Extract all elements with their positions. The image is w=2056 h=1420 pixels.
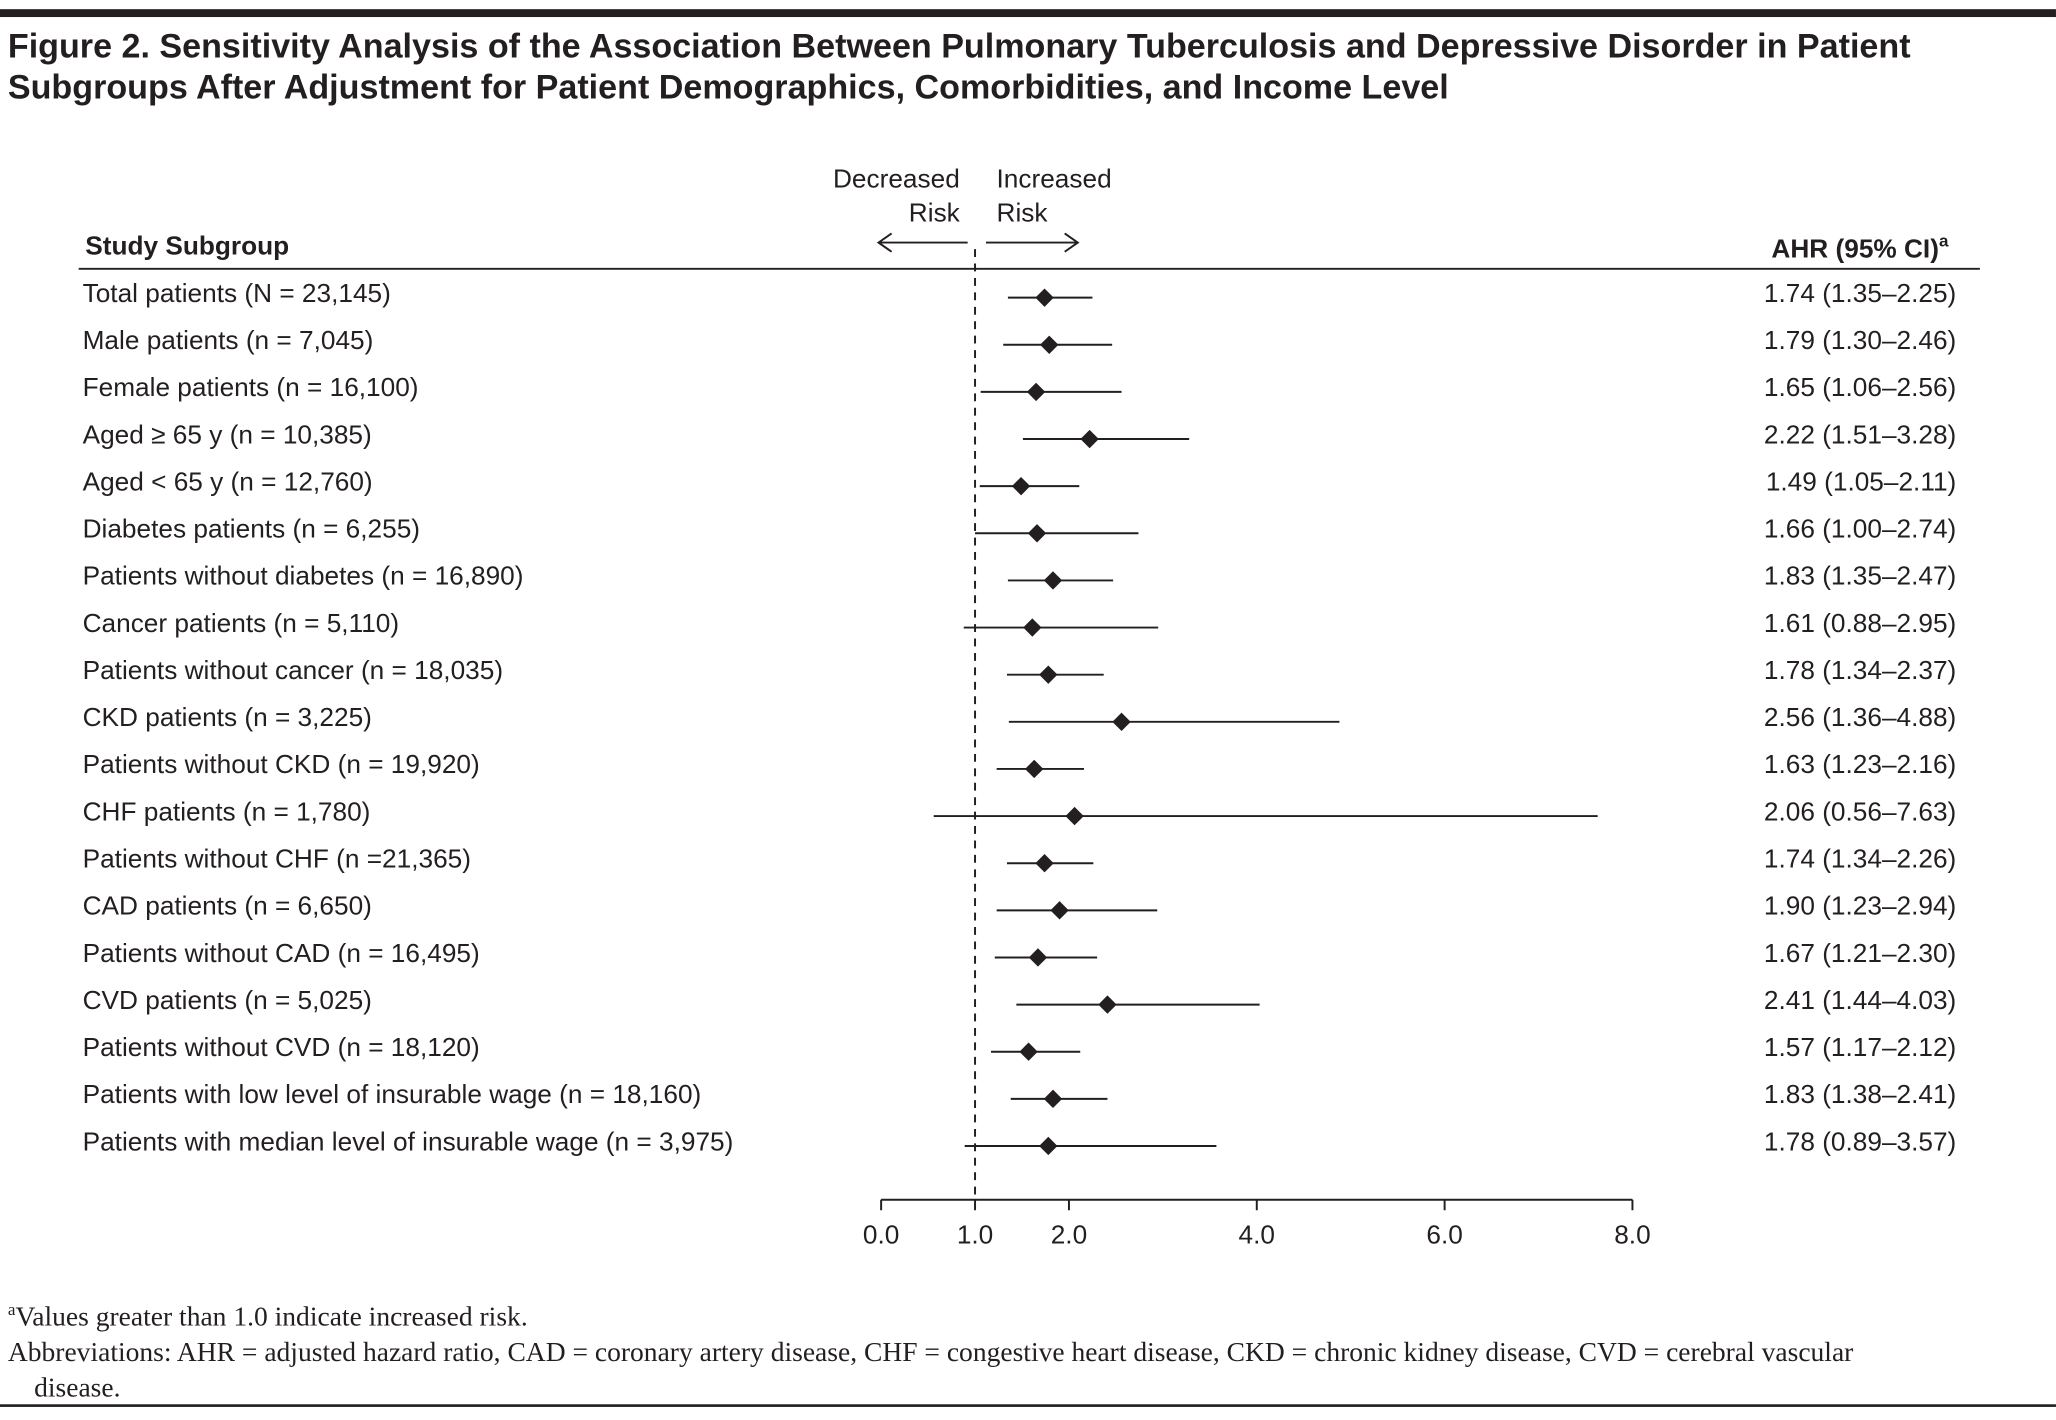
row-label: Diabetes patients (n = 6,255) — [83, 514, 420, 544]
value-label: 1.74 (1.35–2.25) — [1764, 278, 1956, 308]
footnote-marker: a — [7, 1299, 16, 1320]
x-tick-label: 4.0 — [1239, 1219, 1275, 1249]
point-estimate — [1035, 288, 1054, 307]
point-estimate — [1025, 759, 1044, 779]
x-tick-label: 1.0 — [957, 1219, 993, 1249]
point-estimate — [1112, 712, 1131, 731]
row-label: Patients without CKD (n = 19,920) — [83, 749, 480, 779]
value-label: 2.22 (1.51–3.28) — [1764, 419, 1956, 449]
value-label: 2.41 (1.44–4.03) — [1764, 985, 1956, 1015]
value-label: 1.78 (1.34–2.37) — [1764, 655, 1956, 685]
row-label: Patients without cancer (n = 18,035) — [83, 655, 503, 685]
row-label: Aged < 65 y (n = 12,760) — [83, 466, 373, 496]
point-estimate — [1050, 901, 1069, 920]
right-arrow — [986, 232, 1080, 253]
row-label: Patients with median level of insurable … — [83, 1126, 734, 1156]
row-label: Male patients (n = 7,045) — [83, 325, 374, 355]
value-label: 1.66 (1.00–2.74) — [1764, 514, 1956, 544]
x-tick-label: 6.0 — [1426, 1219, 1462, 1249]
value-label: 1.78 (0.89–3.57) — [1764, 1126, 1956, 1156]
row-label: Patients without diabetes (n = 16,890) — [83, 561, 524, 591]
point-estimate — [1011, 476, 1031, 496]
x-tick-label: 2.0 — [1051, 1219, 1087, 1249]
x-tick-label: 8.0 — [1614, 1219, 1650, 1249]
row-label: CKD patients (n = 3,225) — [83, 702, 372, 732]
row-label: Aged ≥ 65 y (n = 10,385) — [83, 419, 372, 449]
value-label: 1.67 (1.21–2.30) — [1764, 938, 1956, 968]
point-estimate — [1027, 524, 1047, 543]
value-label: 1.83 (1.38–2.41) — [1764, 1079, 1956, 1109]
arrows — [876, 232, 1080, 253]
value-label: 1.79 (1.30–2.46) — [1764, 325, 1956, 355]
row-label: CAD patients (n = 6,650) — [83, 891, 372, 921]
value-label: 2.06 (0.56–7.63) — [1764, 796, 1956, 826]
left-annotation: Decreased Risk — [832, 165, 960, 229]
point-estimate — [1043, 1089, 1063, 1109]
point-estimate — [1040, 335, 1059, 354]
row-label: Patients without CAD (n = 16,495) — [83, 938, 480, 968]
point-estimate — [1080, 429, 1099, 449]
point-estimate — [1019, 1042, 1038, 1061]
value-label: 1.65 (1.06–2.56) — [1764, 372, 1956, 402]
abbreviations: Abbreviations: AHR = adjusted hazard rat… — [7, 1336, 1854, 1403]
category-header: Study Subgroup — [85, 231, 289, 261]
value-label: 1.61 (0.88–2.95) — [1764, 608, 1956, 638]
value-label: 2.56 (1.36–4.88) — [1764, 702, 1956, 732]
row-label: Female patients (n = 16,100) — [83, 372, 419, 402]
value-header-note: a — [1939, 231, 1949, 250]
footnote-text: Values greater than 1.0 indicate increas… — [15, 1300, 528, 1333]
point-estimate — [1065, 806, 1084, 826]
row-label: Patients without CVD (n = 18,120) — [83, 1032, 480, 1062]
point-estimate — [1023, 618, 1042, 637]
value-label: 1.49 (1.05–2.11) — [1766, 466, 1956, 496]
point-estimate — [1039, 665, 1058, 684]
row-label: CVD patients (n = 5,025) — [83, 985, 372, 1015]
bottom-rule — [0, 1404, 2056, 1407]
row-label: CHF patients (n = 1,780) — [83, 796, 371, 826]
value-header: AHR (95% CI)a — [1771, 231, 1949, 264]
x-tick-label: 0.0 — [863, 1219, 899, 1249]
point-estimate — [1043, 571, 1063, 590]
value-label: 1.83 (1.35–2.47) — [1764, 561, 1956, 591]
row-label: Patients without CHF (n =21,365) — [83, 844, 471, 874]
point-estimate — [1035, 854, 1054, 873]
value-label: 1.63 (1.23–2.16) — [1764, 749, 1956, 779]
footnote: aValues greater than 1.0 indicate increa… — [8, 1292, 1870, 1335]
point-estimate — [1039, 1136, 1058, 1156]
footnotes: aValues greater than 1.0 indicate increa… — [8, 1292, 1870, 1406]
value-label: 1.74 (1.34–2.26) — [1764, 844, 1956, 874]
point-estimate — [1098, 995, 1117, 1014]
row-label: Total patients (N = 23,145) — [83, 278, 391, 308]
value-label: 1.57 (1.17–2.12) — [1764, 1032, 1956, 1062]
right-annotation: Increased Risk — [996, 165, 1112, 229]
title: Figure 2. Sensitivity Analysis of the As… — [7, 26, 1911, 107]
top-rule — [0, 9, 2056, 18]
point-estimate — [1028, 948, 1048, 967]
left-arrow — [876, 232, 968, 253]
row-label: Cancer patients (n = 5,110) — [83, 608, 400, 638]
value-header-text: AHR (95% CI) — [1771, 233, 1939, 263]
value-label: 1.90 (1.23–2.94) — [1764, 891, 1956, 921]
row-label: Patients with low level of insurable wag… — [83, 1079, 702, 1109]
point-estimate — [1026, 382, 1046, 402]
